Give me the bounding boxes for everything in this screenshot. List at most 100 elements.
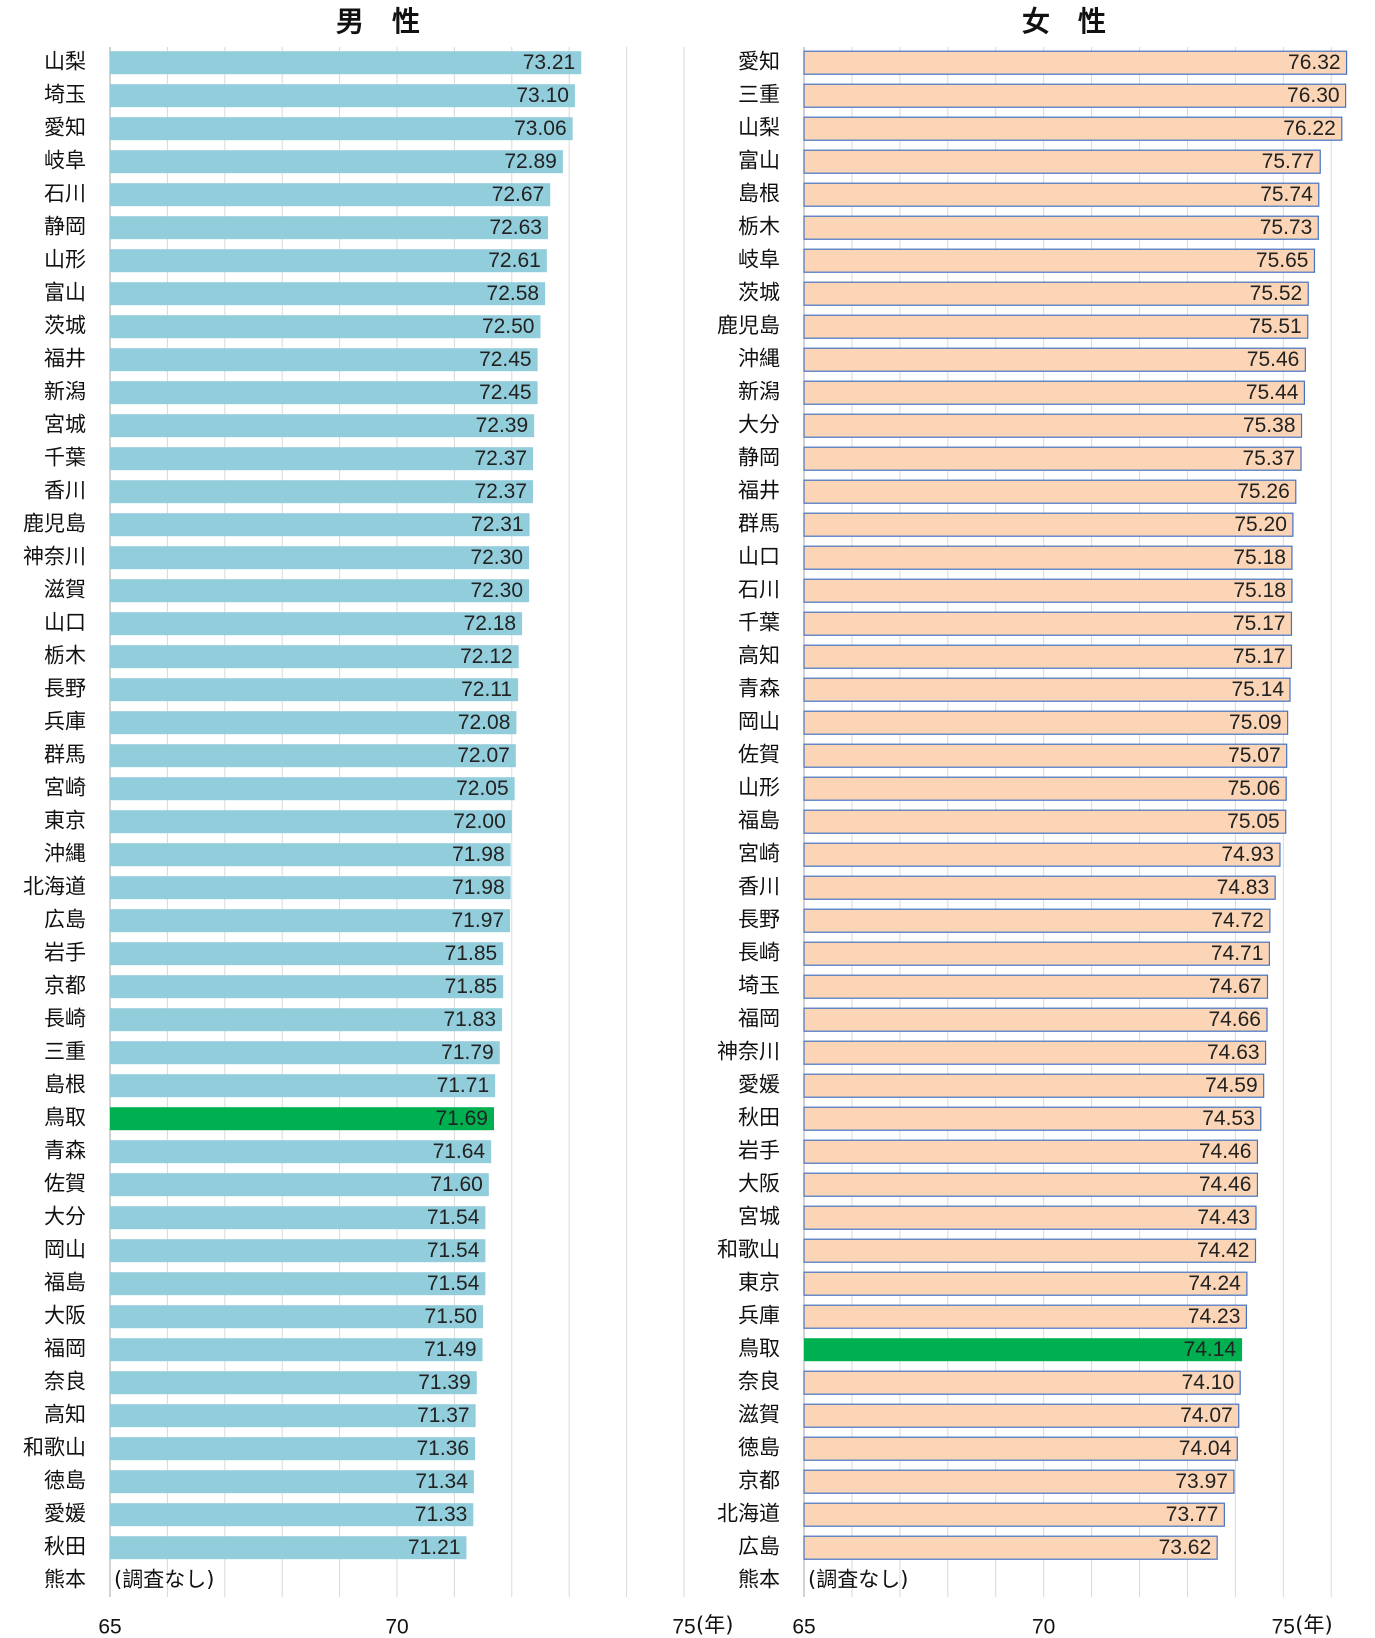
category-label: 北海道 <box>23 875 86 899</box>
category-label: 京都 <box>738 1469 780 1493</box>
category-label: 兵庫 <box>738 1304 780 1328</box>
value-label: 72.11 <box>461 678 512 701</box>
bar <box>110 1371 477 1395</box>
value-label: 73.62 <box>1159 1536 1212 1559</box>
value-label: 72.08 <box>458 711 511 734</box>
value-label: 71.97 <box>452 909 505 932</box>
bar <box>803 149 1321 174</box>
bar <box>110 645 519 669</box>
category-label: 福島 <box>738 809 780 833</box>
category-label: 岐阜 <box>738 248 780 272</box>
chart-title: 男 性 <box>336 5 420 38</box>
category-label: 千葉 <box>738 611 780 635</box>
category-label: 岡山 <box>738 710 780 734</box>
value-label: 72.58 <box>487 282 540 305</box>
value-label: 76.30 <box>1287 84 1340 107</box>
value-label: 71.34 <box>415 1470 468 1493</box>
value-label: 72.30 <box>470 546 523 569</box>
category-label: 山梨 <box>738 116 780 140</box>
category-label: 群馬 <box>44 743 86 767</box>
bar <box>803 314 1309 339</box>
value-label: 71.21 <box>408 1536 461 1559</box>
value-label: 75.14 <box>1231 678 1284 701</box>
category-label: 栃木 <box>44 644 86 668</box>
value-label: 71.54 <box>427 1272 480 1295</box>
category-label: 徳島 <box>738 1436 780 1460</box>
bar <box>110 414 535 438</box>
bar <box>110 1536 467 1560</box>
value-label: 73.10 <box>516 84 569 107</box>
value-label: 74.42 <box>1197 1239 1250 1262</box>
value-label: 73.97 <box>1175 1470 1228 1493</box>
value-label: 74.63 <box>1207 1041 1260 1064</box>
value-label: 72.07 <box>457 744 510 767</box>
category-label: 愛知 <box>738 50 780 74</box>
category-label: 福島 <box>44 1271 86 1295</box>
bar <box>803 545 1293 570</box>
category-label: 秋田 <box>44 1535 86 1559</box>
bar <box>110 876 511 900</box>
category-label: 宮城 <box>738 1205 780 1229</box>
value-label: 74.71 <box>1211 942 1264 965</box>
category-label: 三重 <box>738 83 780 107</box>
value-label: 71.85 <box>445 975 498 998</box>
value-label: 72.05 <box>456 777 509 800</box>
value-label: 71.64 <box>433 1140 486 1163</box>
category-label: 香川 <box>44 479 86 503</box>
bar <box>803 446 1302 471</box>
bar <box>803 1238 1257 1263</box>
bar <box>110 678 519 702</box>
value-label: 74.23 <box>1188 1305 1241 1328</box>
bar <box>110 1140 492 1164</box>
category-label: 宮崎 <box>738 842 780 866</box>
category-label: 岩手 <box>44 941 86 965</box>
value-label: 71.69 <box>435 1107 488 1130</box>
value-label: 75.65 <box>1256 249 1309 272</box>
category-label: 鹿児島 <box>23 512 86 536</box>
x-tick-label: 75 <box>672 1616 695 1638</box>
category-label: 宮崎 <box>44 776 86 800</box>
bar <box>803 1469 1235 1494</box>
bar <box>803 644 1293 669</box>
bar <box>803 1271 1248 1296</box>
value-label: 75.18 <box>1233 546 1286 569</box>
bar <box>803 1106 1262 1131</box>
bar <box>110 1305 484 1329</box>
category-label: 山口 <box>44 611 86 635</box>
x-tick-label: 70 <box>1032 1616 1055 1638</box>
bar <box>803 974 1269 999</box>
bar <box>110 1074 496 1098</box>
bar <box>110 1470 474 1494</box>
bar <box>110 348 538 372</box>
bar <box>803 1205 1257 1230</box>
bar <box>110 1173 489 1197</box>
category-label: 長野 <box>44 677 86 701</box>
bar <box>110 513 530 537</box>
bar <box>803 83 1347 108</box>
category-label: 宮城 <box>44 413 86 437</box>
category-label: 大分 <box>44 1205 86 1229</box>
category-label: 埼玉 <box>44 83 86 107</box>
value-label: 75.37 <box>1242 447 1295 470</box>
value-label: 74.46 <box>1199 1140 1252 1163</box>
category-label: 福岡 <box>44 1337 86 1361</box>
category-label: 栃木 <box>738 215 780 239</box>
category-label: 岩手 <box>738 1139 780 1163</box>
bar <box>110 843 511 867</box>
bar <box>803 182 1320 207</box>
bar <box>110 1437 476 1461</box>
value-label: 72.37 <box>474 447 527 470</box>
category-label: 広島 <box>44 908 86 932</box>
value-label: 71.60 <box>430 1173 483 1196</box>
value-label: 75.77 <box>1262 150 1315 173</box>
category-label: 奈良 <box>44 1370 86 1394</box>
value-label: 72.89 <box>504 150 557 173</box>
bar <box>803 50 1348 75</box>
value-label: 71.36 <box>417 1437 470 1460</box>
value-label: 72.39 <box>476 414 529 437</box>
value-label: 75.17 <box>1233 645 1286 668</box>
category-label: 長崎 <box>738 941 780 965</box>
bar <box>803 1040 1267 1065</box>
x-unit: (年) <box>1295 1613 1332 1637</box>
value-label: 75.09 <box>1229 711 1282 734</box>
